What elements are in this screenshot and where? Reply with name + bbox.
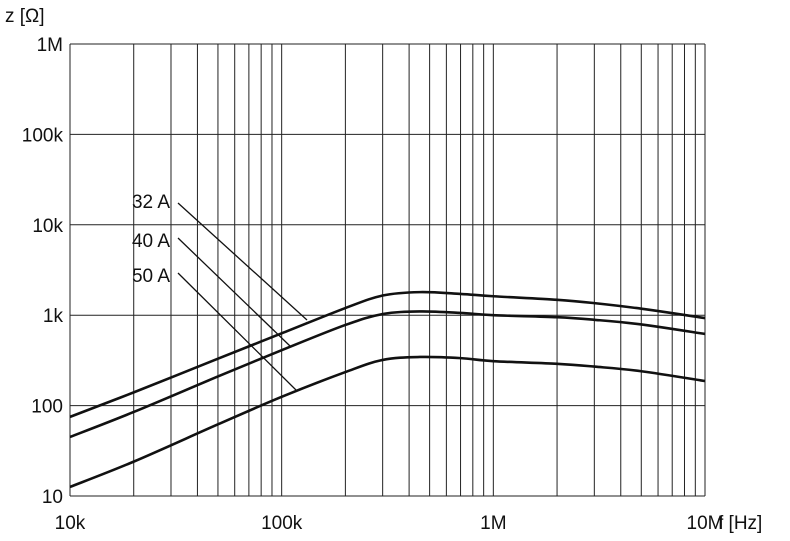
x-tick-label: 10k [55,513,86,534]
y-tick-label: 1M [37,35,63,56]
x-tick-label: 1M [480,513,506,534]
y-tick-label: 10 [42,487,63,508]
series-label: 40 A [132,231,170,252]
series-line-32a [69,290,706,419]
tick-labels: 10k 100k 1M 10M 10 100 1k 10k 100k 1M [22,35,724,534]
y-tick-label: 100k [22,125,64,146]
grid [69,43,706,497]
y-tick-label: 1k [43,306,64,327]
leader-line [177,202,308,321]
series-curves [69,290,706,489]
y-tick-label: 10k [32,216,63,237]
y-axis-label: z [Ω] [5,6,45,27]
series-labels: 32 A 40 A 50 A [132,192,308,392]
x-axis-label: f [Hz] [718,513,762,534]
leader-line [177,272,298,392]
series-label: 50 A [132,266,170,287]
leader-line [177,237,291,347]
series-line-40a [69,310,706,439]
series-line-50a [69,355,706,489]
x-tick-label: 10M [687,513,724,534]
series-label: 32 A [132,192,170,213]
x-tick-label: 100k [261,513,303,534]
y-tick-label: 100 [31,397,63,418]
